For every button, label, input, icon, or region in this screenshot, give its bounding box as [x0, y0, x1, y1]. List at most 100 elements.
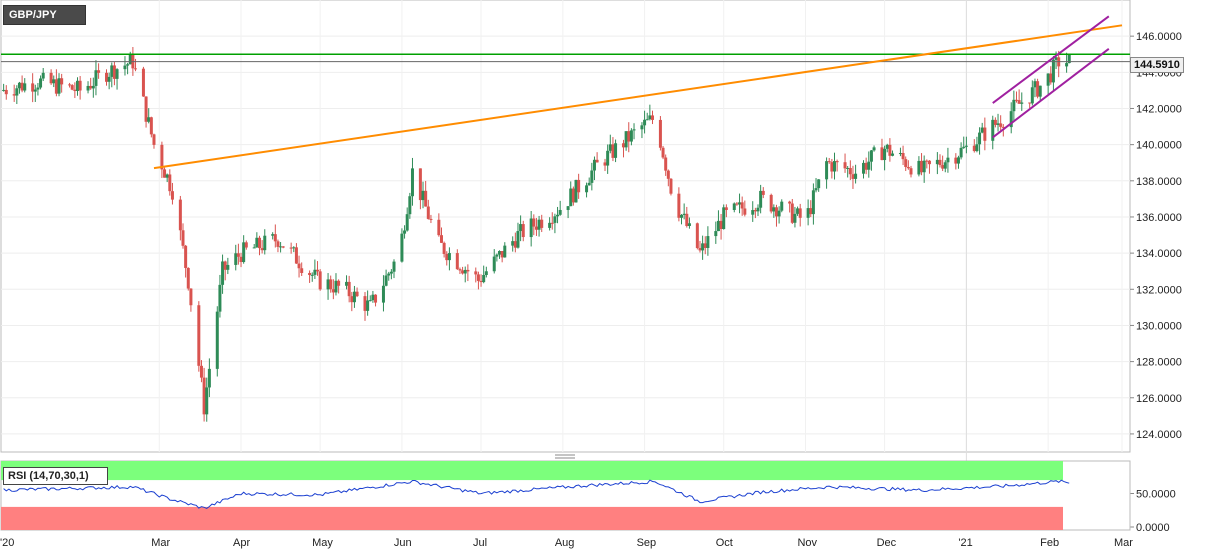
- candle-body: [33, 89, 37, 92]
- date-tick-label: Oct: [716, 537, 733, 549]
- symbol-label: GBP/JPY: [3, 5, 86, 25]
- candle-body: [1012, 99, 1016, 112]
- candle-body: [793, 213, 797, 223]
- candle-body: [806, 208, 810, 218]
- candle-body: [168, 174, 172, 192]
- candle-body: [418, 168, 422, 201]
- candle-body: [276, 241, 280, 247]
- candle-body: [677, 193, 681, 218]
- candle-body: [772, 207, 776, 212]
- candle-body: [537, 219, 541, 230]
- candle-body: [935, 159, 939, 165]
- candle-body: [20, 82, 24, 91]
- candle-body: [178, 199, 182, 231]
- candle-body: [788, 201, 792, 204]
- candle-body: [869, 150, 873, 162]
- candle-body: [1067, 54, 1071, 64]
- candle-body: [798, 208, 802, 218]
- candle-body: [147, 117, 151, 122]
- price-tick-label: 146.0000: [1136, 31, 1182, 43]
- candle-body: [658, 119, 662, 148]
- candle-body: [999, 123, 1003, 127]
- candle-body: [519, 224, 523, 232]
- candle-body: [205, 387, 209, 415]
- candle-body: [442, 242, 446, 254]
- candle-body: [371, 294, 375, 301]
- candle-body: [202, 377, 206, 415]
- candle-body: [938, 159, 942, 166]
- price-tick-label: 124.0000: [1136, 429, 1182, 441]
- rsi-tick-label: 0.0000: [1136, 522, 1170, 534]
- candle-body: [12, 94, 16, 96]
- candle-body: [521, 224, 525, 238]
- candle-body: [89, 85, 93, 89]
- candle-body: [31, 83, 35, 92]
- candle-body: [695, 223, 699, 249]
- price-tick-label: 136.0000: [1136, 212, 1182, 224]
- rising-trendline: [153, 24, 1123, 170]
- candle-body: [664, 157, 668, 171]
- date-tick-label: Jun: [394, 537, 412, 549]
- rsi-panel: [0, 460, 1131, 531]
- candle-body: [540, 219, 544, 228]
- candle-body: [223, 261, 227, 270]
- candle-body: [368, 300, 372, 302]
- candle-body: [165, 174, 169, 178]
- candle-body: [482, 274, 486, 283]
- date-tick-label: Jul: [473, 537, 487, 549]
- candle-body: [991, 119, 995, 141]
- candle-body: [553, 216, 557, 223]
- date-tick-label: Dec: [877, 537, 897, 549]
- candle-body: [1028, 102, 1032, 104]
- candle-body: [91, 85, 95, 89]
- candle-body: [603, 162, 607, 166]
- candle-body: [474, 271, 478, 275]
- candle-body: [1020, 102, 1024, 104]
- candle-body: [761, 190, 765, 195]
- candle-body: [17, 82, 21, 89]
- candle-body: [207, 368, 211, 388]
- candle-body: [181, 230, 185, 246]
- candle-body: [780, 201, 784, 211]
- candle-body: [643, 119, 647, 126]
- candle-body: [917, 160, 921, 175]
- candle-body: [529, 218, 533, 238]
- overbought-zone: [1, 461, 1063, 481]
- candle-body: [851, 174, 855, 179]
- candle-body: [701, 243, 705, 251]
- candle-body: [611, 144, 615, 158]
- date-tick-label: Mar: [1114, 537, 1133, 549]
- candle-body: [983, 127, 987, 141]
- candle-body: [350, 296, 354, 303]
- candle-body: [239, 256, 243, 263]
- candle-body: [60, 78, 64, 85]
- candle-body: [941, 165, 945, 169]
- candle-body: [880, 147, 884, 161]
- candle-body: [389, 271, 393, 274]
- candle-body: [703, 243, 707, 248]
- candle-body: [289, 247, 293, 249]
- candle-body: [197, 305, 201, 366]
- candle-body: [308, 272, 312, 276]
- candle-body: [466, 269, 470, 272]
- candle-body: [479, 280, 483, 283]
- candle-body: [943, 162, 947, 169]
- price-tick-label: 132.0000: [1136, 284, 1182, 296]
- candle-body: [41, 72, 45, 79]
- candle-body: [392, 261, 396, 272]
- candle-body: [595, 159, 599, 163]
- candle-body: [4, 89, 8, 95]
- candle-body: [1051, 59, 1055, 83]
- candle-body: [854, 173, 858, 179]
- candle-body: [326, 279, 330, 290]
- candle-body: [374, 294, 378, 303]
- candle-body: [1033, 81, 1037, 88]
- candle-body: [252, 247, 256, 249]
- candle-body: [954, 157, 958, 164]
- candle-body: [796, 208, 800, 214]
- candle-body: [160, 144, 164, 170]
- date-tick-label: Mar: [151, 537, 170, 549]
- candle-body: [337, 280, 341, 286]
- candle-body: [964, 145, 968, 147]
